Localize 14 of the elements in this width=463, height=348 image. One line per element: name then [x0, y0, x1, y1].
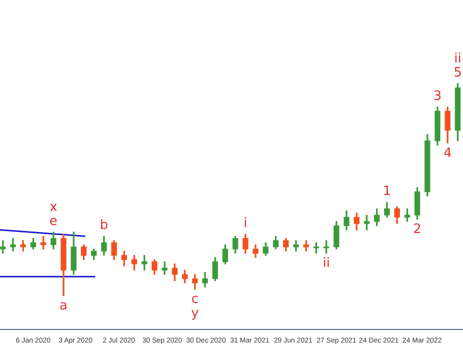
- annotation: a: [60, 298, 68, 314]
- annotation: e: [49, 214, 58, 229]
- annotation: ii: [454, 51, 462, 66]
- annotation: c: [191, 292, 198, 308]
- annotation: b: [100, 218, 108, 234]
- annotation: i: [244, 216, 248, 232]
- annotation: ii: [322, 256, 330, 272]
- annotation: 5: [454, 65, 462, 80]
- annotation: 2: [413, 222, 422, 238]
- annotation: y: [191, 306, 200, 322]
- annotation: 1: [382, 184, 392, 200]
- annotation: x: [50, 200, 58, 215]
- annotation: 3: [433, 88, 442, 104]
- annotation: 4: [443, 146, 452, 161]
